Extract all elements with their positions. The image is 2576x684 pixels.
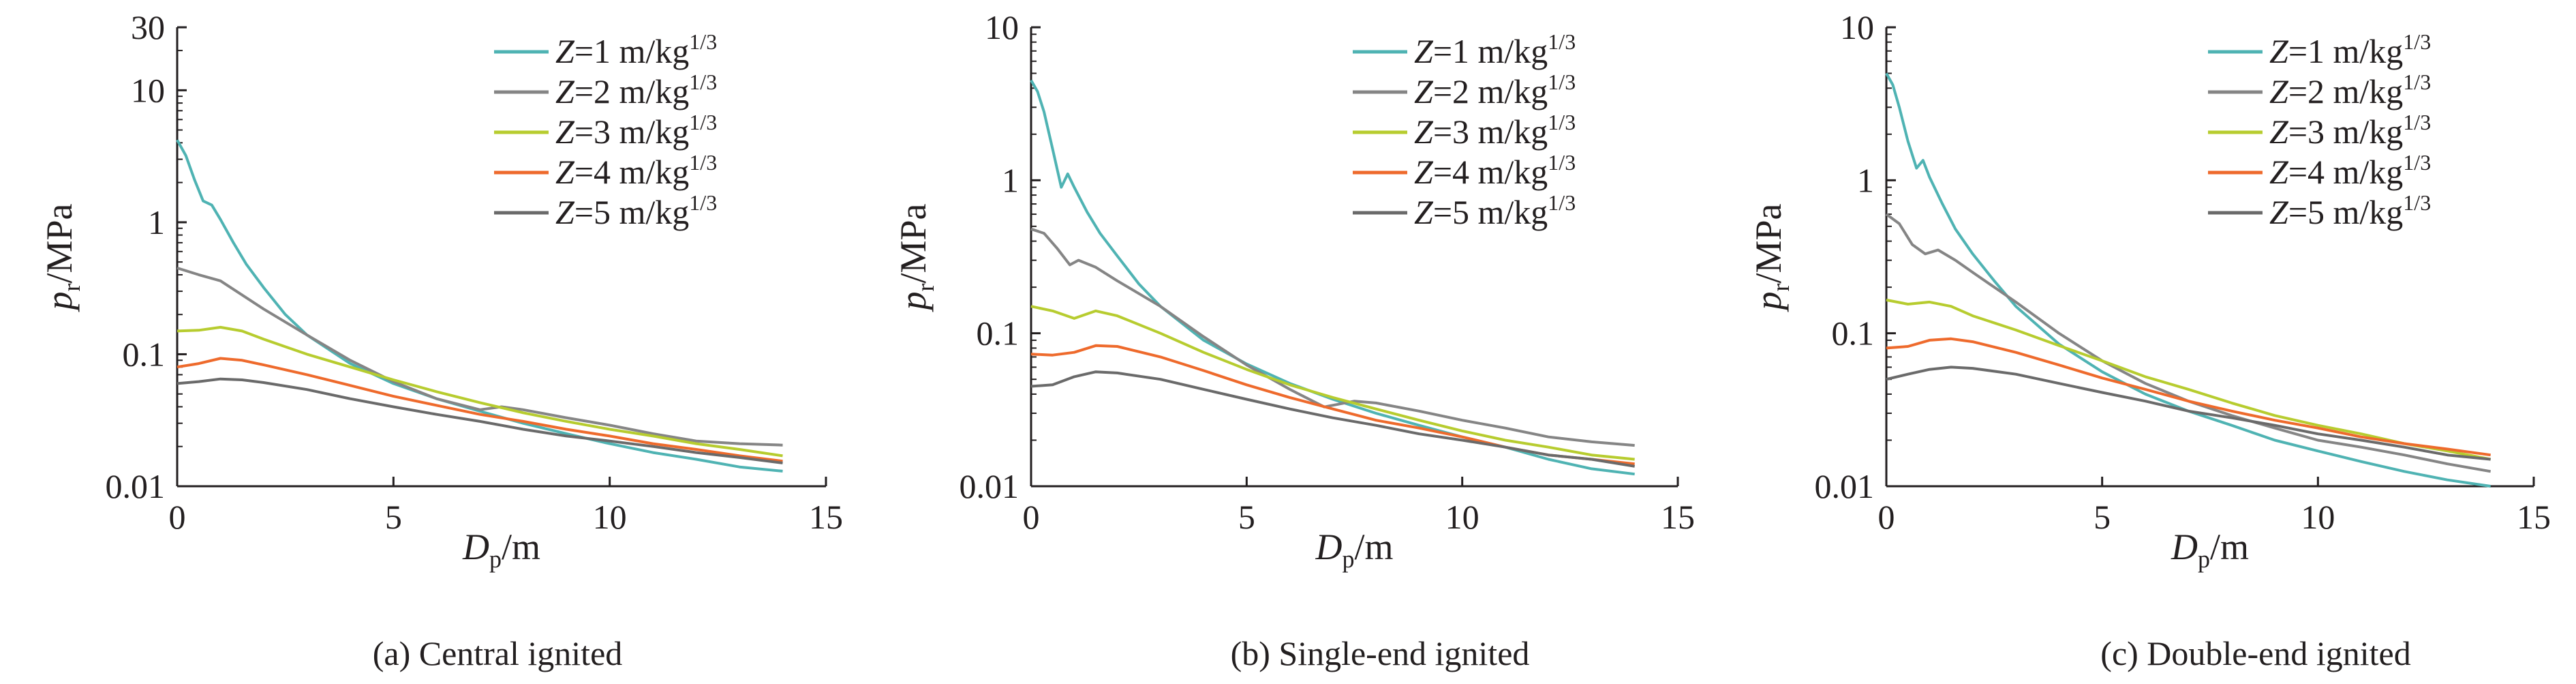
legend-label-z3: Z=3 m/kg1/3 [1414, 110, 1576, 151]
y-tick-label: 0.1 [123, 335, 166, 373]
y-tick-label: 0.01 [1815, 467, 1875, 505]
y-tick-label: 10 [985, 8, 1019, 46]
y-tick-label: 10 [1840, 8, 1874, 46]
legend-label-z1: Z=1 m/kg1/3 [2269, 29, 2431, 70]
y-tick-label: 0.1 [977, 314, 1019, 353]
legend-label-z4: Z=4 m/kg1/3 [2269, 150, 2431, 191]
x-tick-label: 10 [2301, 498, 2335, 536]
y-tick-label: 30 [131, 8, 165, 46]
series-line-z5 [177, 377, 783, 464]
x-axis-label: Dp/m [462, 526, 540, 573]
caption-a: (a) Central ignited [373, 634, 623, 672]
legend-label-z5: Z=5 m/kg1/3 [1414, 190, 1576, 231]
legend: Z=1 m/kg1/3Z=2 m/kg1/3Z=3 m/kg1/3Z=4 m/k… [1353, 29, 1576, 231]
caption-c: (c) Double-end ignited [2100, 634, 2410, 672]
x-tick-label: 10 [1445, 498, 1479, 536]
legend-label-z1: Z=1 m/kg1/3 [1414, 29, 1576, 70]
series-line-z2 [177, 267, 783, 447]
series-line-z3 [177, 325, 783, 458]
legend: Z=1 m/kg1/3Z=2 m/kg1/3Z=3 m/kg1/3Z=4 m/k… [2208, 29, 2431, 231]
x-tick-label: 5 [385, 498, 402, 536]
legend-label-z3: Z=3 m/kg1/3 [2269, 110, 2431, 151]
legend-label-z4: Z=4 m/kg1/3 [555, 150, 717, 191]
legend-label-z4: Z=4 m/kg1/3 [1414, 150, 1576, 191]
legend-label-z3: Z=3 m/kg1/3 [555, 110, 717, 151]
x-tick-label: 15 [809, 498, 843, 536]
series-line-z3 [1886, 298, 2491, 461]
x-axis-label: Dp/m [2171, 526, 2249, 573]
y-axis-label: pr/MPa [893, 203, 939, 312]
y-axis-label: pr/MPa [39, 203, 85, 312]
legend: Z=1 m/kg1/3Z=2 m/kg1/3Z=3 m/kg1/3Z=4 m/k… [494, 29, 717, 231]
legend-label-z1: Z=1 m/kg1/3 [555, 29, 717, 70]
x-tick-label: 5 [2094, 498, 2111, 536]
legend-label-z5: Z=5 m/kg1/3 [555, 190, 717, 231]
series-line-z5 [1886, 366, 2491, 461]
x-tick-label: 0 [1023, 498, 1040, 536]
y-tick-label: 10 [131, 71, 165, 109]
y-tick-label: 1 [148, 203, 165, 241]
series-line-z1 [1885, 72, 2491, 488]
caption-b: (b) Single-end ignited [1231, 634, 1530, 672]
x-tick-label: 15 [1661, 498, 1695, 536]
x-tick-label: 0 [169, 498, 186, 536]
x-tick-label: 5 [1238, 498, 1255, 536]
series-line-z1 [176, 139, 783, 473]
legend-label-z2: Z=2 m/kg1/3 [1414, 70, 1576, 110]
series-line-z5 [1030, 370, 1636, 468]
series-line-z4 [177, 357, 783, 463]
x-tick-label: 0 [1878, 498, 1895, 536]
series-line-z4 [1886, 337, 2491, 457]
y-tick-label: 1 [1857, 161, 1874, 199]
y-tick-label: 1 [1002, 161, 1019, 199]
y-tick-label: 0.01 [106, 467, 166, 505]
legend-label-z2: Z=2 m/kg1/3 [2269, 70, 2431, 110]
series-line-z3 [1030, 305, 1635, 461]
x-axis-label: Dp/m [1315, 526, 1393, 573]
y-tick-label: 0.01 [960, 467, 1019, 505]
x-tick-label: 10 [593, 498, 627, 536]
legend-label-z2: Z=2 m/kg1/3 [555, 70, 717, 110]
chart-panel-1: 0 5 10 15 0.01 0.1 1 10 Dp/m pr/MPa Z=1 m/kg1/3Z=2… [893, 8, 1695, 573]
y-tick-label: 0.1 [1832, 314, 1875, 353]
chart-panel-2: 0 5 10 15 0.01 0.1 1 10 Dp/m pr/MPa Z=1 m/kg1/3Z=2… [1748, 8, 2551, 573]
x-tick-label: 15 [2517, 498, 2551, 536]
y-axis-label: pr/MPa [1748, 203, 1794, 312]
legend-label-z5: Z=5 m/kg1/3 [2269, 190, 2431, 231]
